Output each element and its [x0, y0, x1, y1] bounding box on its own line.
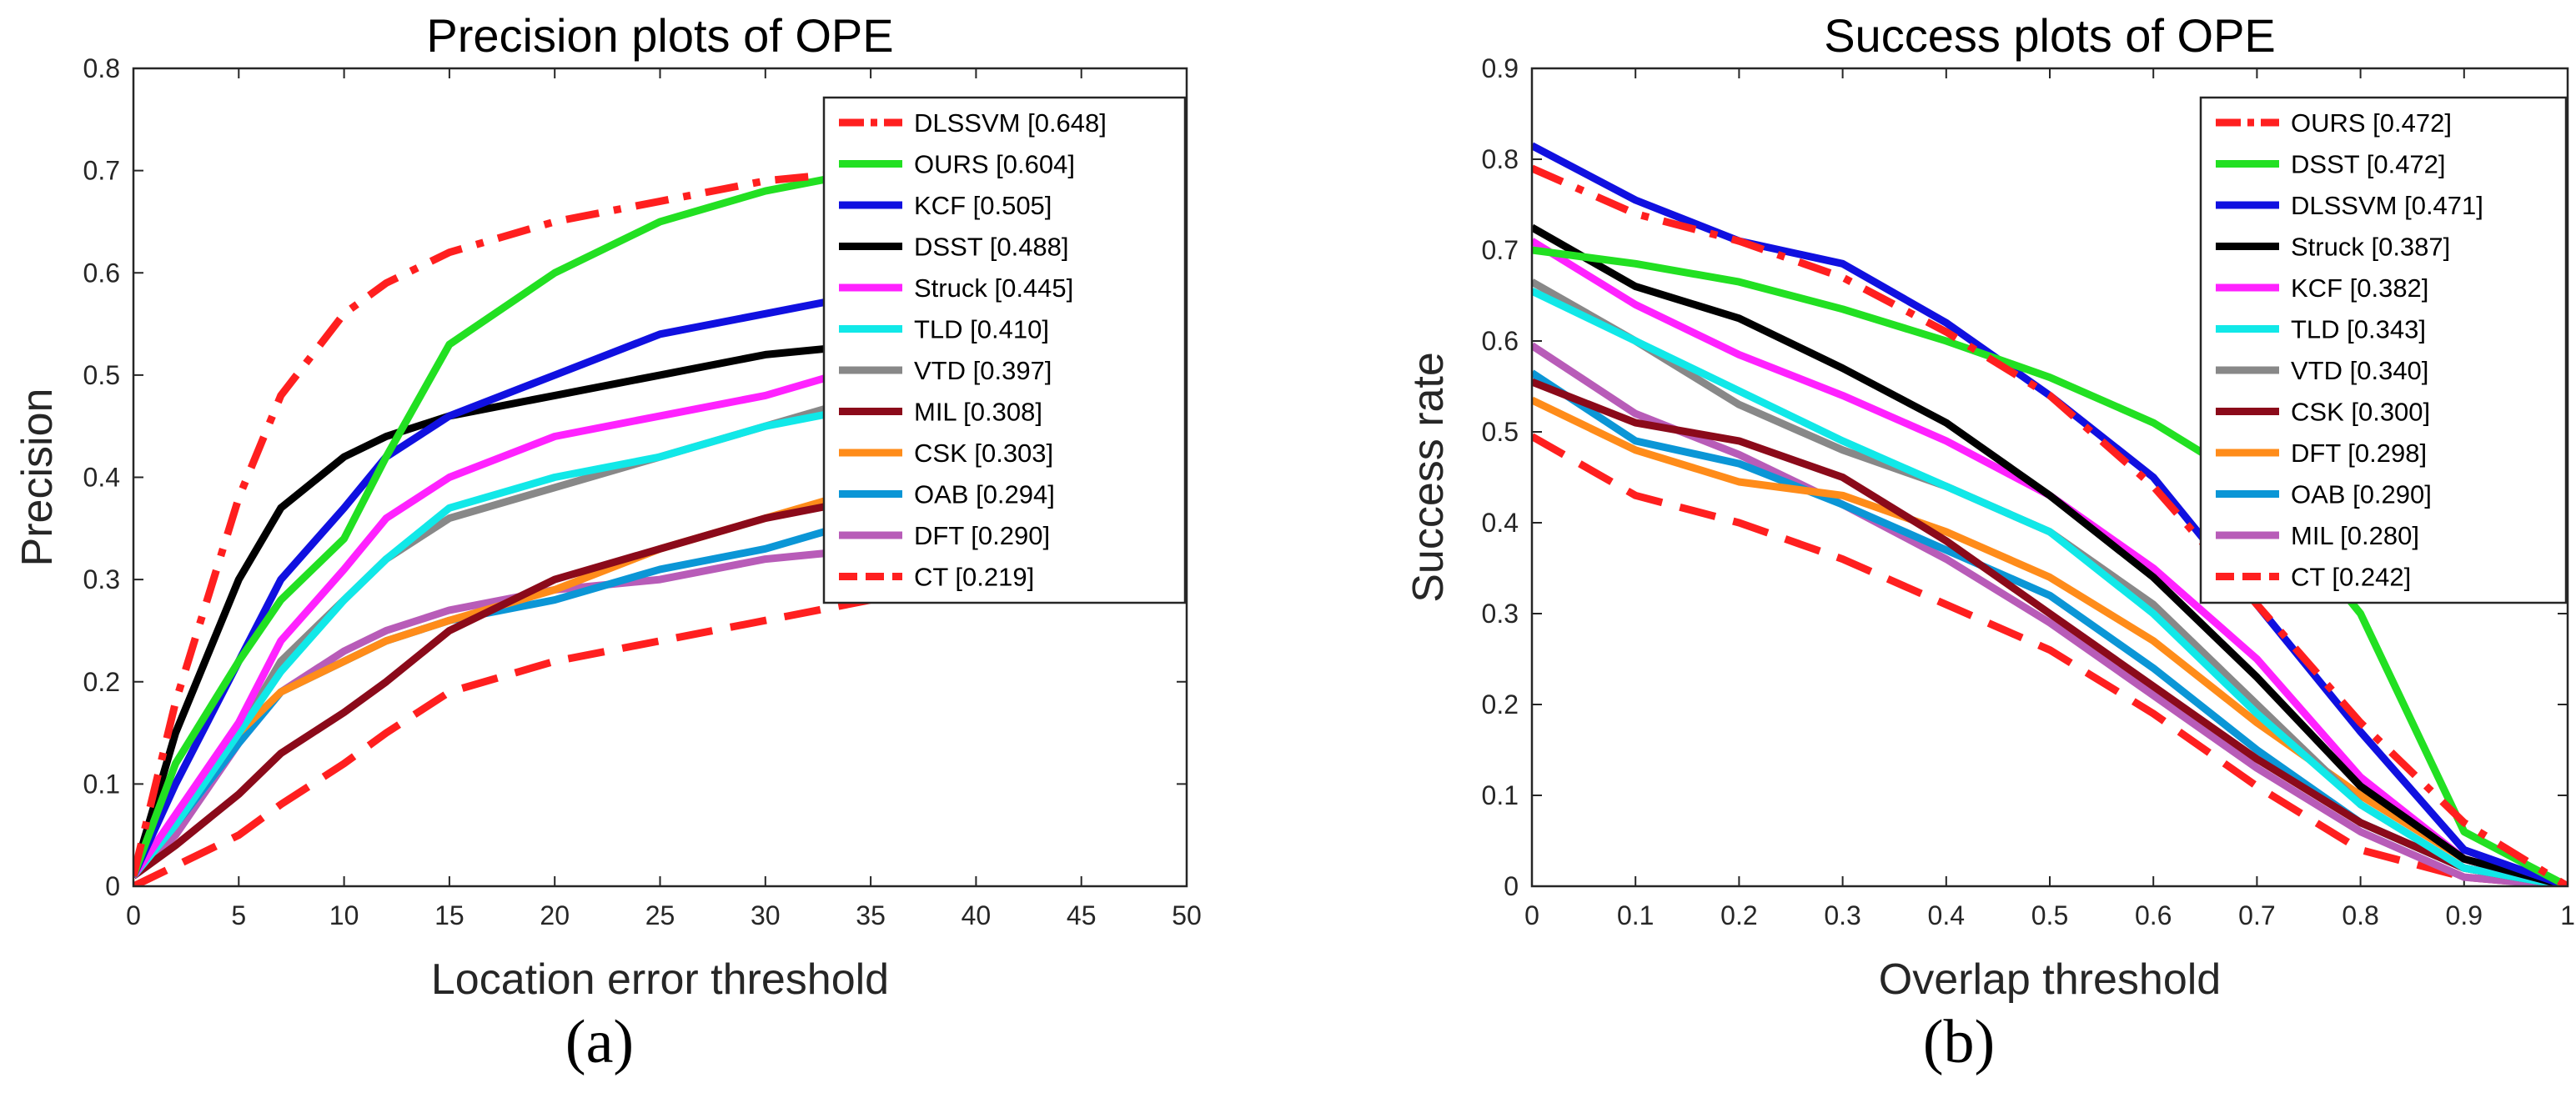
chart-b-legend-label-csk: CSK [0.300]: [2291, 398, 2430, 427]
chart-a-legend-label-ct: CT [0.219]: [914, 563, 1034, 592]
chart-a-legend-label-dsst: DSST [0.488]: [914, 233, 1069, 262]
chart-b-xlabel: Overlap threshold: [1879, 955, 2221, 1004]
chart-b-ytick-label: 0.7: [1482, 235, 1519, 265]
chart-a-xtick-label: 25: [645, 900, 675, 930]
chart-b-series-ours-line: [1532, 164, 2568, 886]
chart-b-legend-label-kcf: KCF [0.382]: [2291, 273, 2428, 303]
chart-a-ytick-label: 0.8: [83, 53, 120, 83]
chart-b-legend-label-dlssvm: DLSSVM [0.471]: [2291, 191, 2483, 220]
chart-a-ytick-label: 0: [105, 871, 120, 901]
chart-b-ytick-label: 0.5: [1482, 417, 1519, 447]
chart-b-title: Success plots of OPE: [1824, 9, 2276, 62]
chart-b-xtick-label: 0.3: [1824, 900, 1860, 930]
caption-b: (b): [1922, 1008, 1996, 1076]
chart-a-xtick-label: 20: [540, 900, 570, 930]
chart-a-ytick-label: 0.5: [83, 360, 120, 390]
chart-a-legend-label-ours: OURS [0.604]: [914, 150, 1075, 179]
chart-a-legend-label-dlssvm: DLSSVM [0.648]: [914, 108, 1107, 138]
chart-b-ytick-label: 0.3: [1482, 599, 1519, 629]
chart-b-legend-label-ct: CT [0.242]: [2291, 563, 2411, 592]
chart-a-xtick-label: 15: [434, 900, 464, 930]
chart-b-xtick-label: 0.5: [2031, 900, 2068, 930]
chart-b-series-ct-line: [1532, 433, 2568, 886]
chart-b-ytick-label: 0.2: [1482, 689, 1519, 719]
chart-a-ytick-label: 0.2: [83, 667, 120, 697]
chart-b-ytick-label: 0: [1504, 871, 1519, 901]
chart-b-legend-label-ours: OURS [0.472]: [2291, 108, 2452, 138]
chart-a-legend-label-csk: CSK [0.303]: [914, 439, 1053, 468]
chart-b-xtick-label: 0.7: [2238, 900, 2275, 930]
chart-b-ytick-label: 0.8: [1482, 144, 1519, 174]
chart-a-title: Precision plots of OPE: [426, 9, 893, 62]
chart-b-ylabel: Success rate: [1404, 352, 1453, 603]
chart-a-legend-label-dft: DFT [0.290]: [914, 521, 1050, 550]
chart-a-legend-label-oab: OAB [0.294]: [914, 480, 1055, 509]
chart-b-series-tld-line: [1532, 288, 2568, 886]
chart-b-ytick-label: 0.1: [1482, 780, 1519, 810]
chart-b-xtick-label: 1: [2560, 900, 2575, 930]
chart-b-legend-label-struck: Struck [0.387]: [2291, 233, 2450, 262]
chart-b-ytick-label: 0.9: [1482, 53, 1519, 83]
chart-b-series-struck-line: [1532, 223, 2568, 886]
chart-b-xtick-label: 0.9: [2446, 900, 2483, 930]
chart-a-ytick-label: 0.3: [83, 564, 120, 594]
chart-b-axes-box: [1530, 67, 2569, 888]
chart-b-xtick-label: 0: [1524, 900, 1539, 930]
chart-a-legend-label-kcf: KCF [0.505]: [914, 191, 1052, 220]
caption-a: (a): [565, 1008, 635, 1076]
chart-b-ytick-label: 0.4: [1482, 508, 1519, 538]
chart-b-xtick-label: 0.1: [1617, 900, 1654, 930]
chart-b-legend-label-oab: OAB [0.290]: [2291, 480, 2432, 509]
chart-a-legend-label-tld: TLD [0.410]: [914, 315, 1049, 344]
chart-b-xtick-label: 0.2: [1720, 900, 1757, 930]
chart-a-legend-box: [822, 96, 1187, 604]
chart-b-legend-label-dsst: DSST [0.472]: [2291, 150, 2446, 179]
chart-a-axes-box: [132, 67, 1188, 888]
chart-a-ytick-label: 0.6: [83, 258, 120, 288]
chart-a-ytick-label: 0.7: [83, 156, 120, 186]
chart-a-ylabel: Precision: [13, 389, 62, 567]
chart-b-legend-label-tld: TLD [0.343]: [2291, 315, 2426, 344]
chart-a-ytick-label: 0.4: [83, 463, 120, 493]
chart-b-legend-label-mil: MIL [0.280]: [2291, 521, 2419, 550]
chart-b-series-dsst-line: [1532, 246, 2568, 886]
chart-a-xtick-label: 0: [126, 900, 141, 930]
chart-a-legend-label-mil: MIL [0.308]: [914, 398, 1042, 427]
chart-b-legend-label-dft: DFT [0.298]: [2291, 439, 2427, 468]
chart-a-xtick-label: 40: [962, 900, 992, 930]
chart-a-legend-label-vtd: VTD [0.397]: [914, 356, 1052, 385]
chart-a-xtick-label: 10: [329, 900, 359, 930]
chart-b-legend-label-vtd: VTD [0.340]: [2291, 356, 2428, 385]
chart-a-series-dlssvm-line: [133, 146, 1187, 877]
chart-b-legend-box: [2199, 96, 2568, 604]
chart-b-ytick-label: 0.6: [1482, 326, 1519, 356]
chart-b-xtick-label: 0.8: [2342, 900, 2378, 930]
chart-a-legend-label-struck: Struck [0.445]: [914, 273, 1073, 303]
chart-b-xtick-label: 0.4: [1928, 900, 1965, 930]
chart-b-series-dft-line: [1532, 396, 2568, 886]
chart-b-series-mil-line: [1532, 342, 2568, 886]
chart-a-xtick-label: 35: [856, 900, 886, 930]
chart-a-xtick-label: 45: [1067, 900, 1097, 930]
chart-a-xtick-label: 50: [1172, 900, 1202, 930]
chart-b-series-csk-line: [1532, 378, 2568, 886]
chart-b-xtick-label: 0.6: [2135, 900, 2172, 930]
chart-a-ytick-label: 0.1: [83, 769, 120, 799]
chart-a-xlabel: Location error threshold: [431, 955, 889, 1004]
chart-a-xtick-label: 5: [231, 900, 246, 930]
chart-a-xtick-label: 30: [751, 900, 781, 930]
